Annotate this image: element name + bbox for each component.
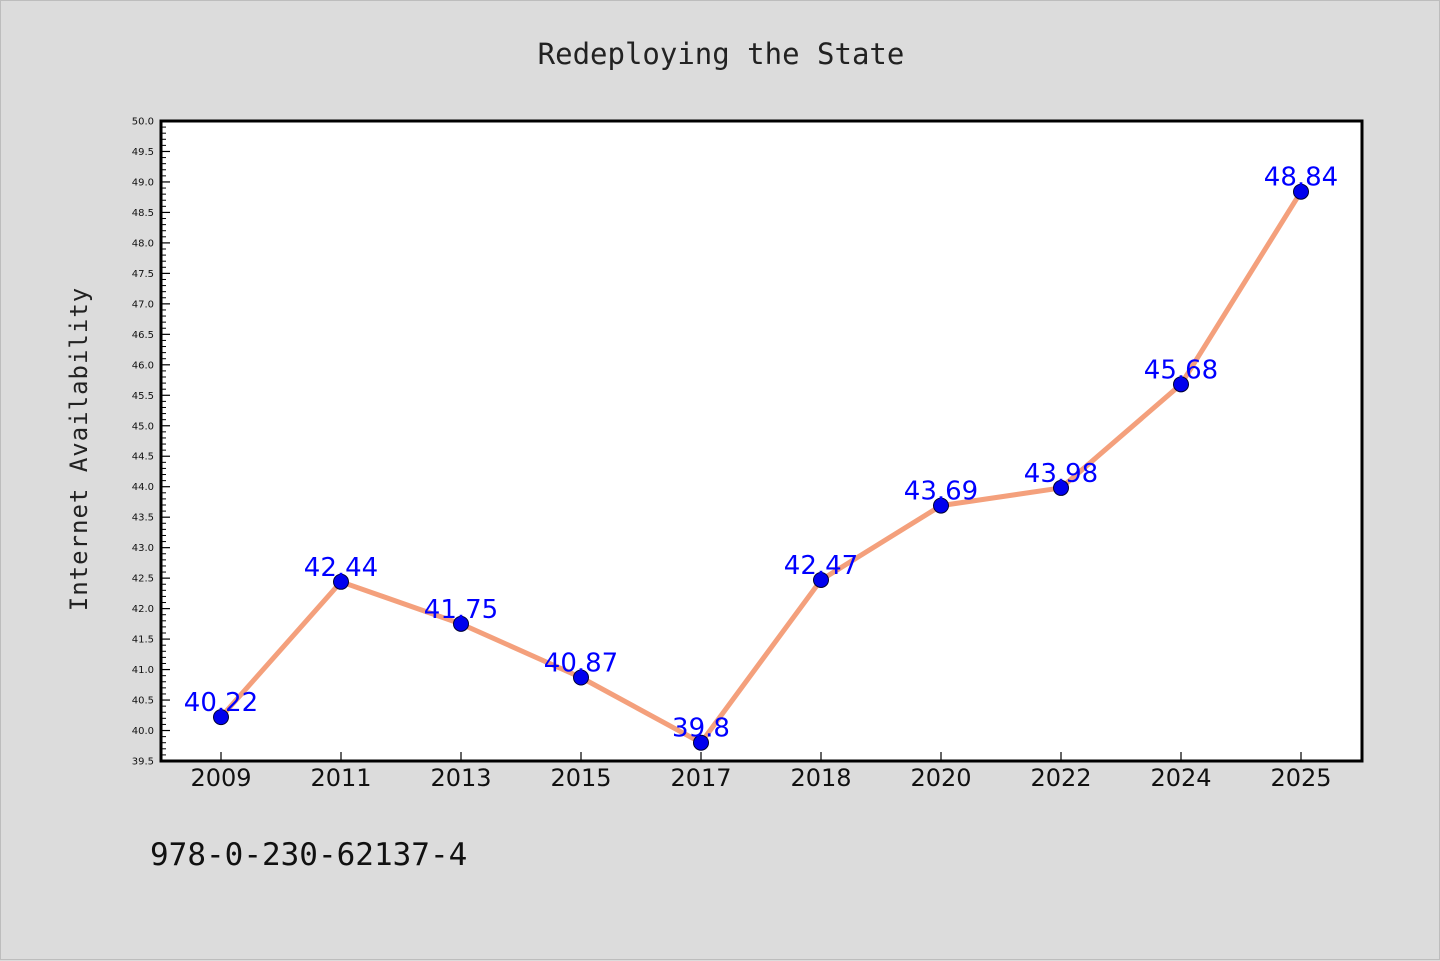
series-markers (213, 183, 1309, 751)
y-tick-label: 45.5 (132, 391, 154, 402)
chart-title: Redeploying the State (538, 37, 905, 71)
y-tick-label: 45.0 (132, 421, 154, 432)
series-line (218, 189, 1304, 746)
data-point (1293, 183, 1309, 200)
y-tick-label: 39.5 (132, 757, 154, 768)
y-tick-label: 47.5 (132, 269, 154, 280)
data-label: 43.69 (904, 477, 978, 507)
x-tick-label: 2024 (1150, 764, 1211, 792)
y-tick-label: 49.0 (132, 177, 154, 188)
data-point (933, 497, 949, 514)
y-tick-label: 49.5 (132, 147, 154, 158)
y-tick-label: 47.0 (132, 299, 154, 310)
x-axis-ticks: 2009 2011 2013 2015 2017 2018 2020 2022 2024 2025 (190, 752, 1332, 792)
x-tick-label: 2017 (670, 764, 731, 792)
y-tick-label: 40.0 (132, 726, 154, 737)
data-point (813, 571, 829, 588)
data-label: 40.22 (184, 688, 258, 718)
y-tick-label: 50.0 (132, 117, 154, 128)
plot-area (161, 121, 1362, 761)
y-tick-label: 42.0 (132, 604, 154, 615)
data-point (1173, 376, 1189, 393)
data-labels: 40.22 42.44 41.75 40.87 39.8 42.47 43.69 43.98 4… (184, 163, 1338, 744)
data-label: 40.87 (544, 648, 618, 678)
data-point (333, 573, 349, 590)
data-label: 42.47 (784, 551, 858, 581)
data-label: 45.68 (1144, 355, 1218, 385)
y-axis-label: Internet Availability (65, 287, 93, 611)
series-polyline (218, 189, 1304, 746)
y-tick-label: 44.5 (132, 452, 154, 463)
data-label: 43.98 (1024, 459, 1098, 489)
y-tick-label: 46.0 (132, 360, 154, 371)
x-tick-label: 2015 (550, 764, 611, 792)
y-tick-label: 43.0 (132, 543, 154, 554)
y-tick-label: 46.5 (132, 330, 154, 341)
data-label: 42.44 (304, 553, 378, 583)
data-point (453, 615, 469, 632)
y-tick-label: 40.5 (132, 696, 154, 707)
y-tick-label: 44.0 (132, 482, 154, 493)
y-tick-label: 48.5 (132, 208, 154, 219)
x-tick-label: 2011 (310, 764, 371, 792)
isbn-text: 978-0-230-62137-4 (150, 837, 467, 873)
plot-frame (159, 119, 1364, 763)
y-tick-label: 48.0 (132, 238, 154, 249)
data-point (573, 669, 589, 686)
y-tick-label: 41.0 (132, 665, 154, 676)
x-tick-label: 2025 (1270, 764, 1331, 792)
data-label: 39.8 (672, 714, 730, 744)
y-tick-label: 41.5 (132, 635, 154, 646)
data-point (213, 709, 229, 726)
data-point (693, 734, 709, 751)
x-tick-label: 2022 (1030, 764, 1091, 792)
x-tick-label: 2009 (190, 764, 251, 792)
x-tick-label: 2013 (430, 764, 491, 792)
data-point (1053, 479, 1069, 496)
data-label: 41.75 (424, 595, 498, 625)
y-tick-label: 42.5 (132, 574, 154, 585)
data-label: 48.84 (1264, 163, 1338, 193)
x-tick-label: 2020 (910, 764, 971, 792)
x-tick-label: 2018 (790, 764, 851, 792)
y-tick-label: 43.5 (132, 513, 154, 524)
